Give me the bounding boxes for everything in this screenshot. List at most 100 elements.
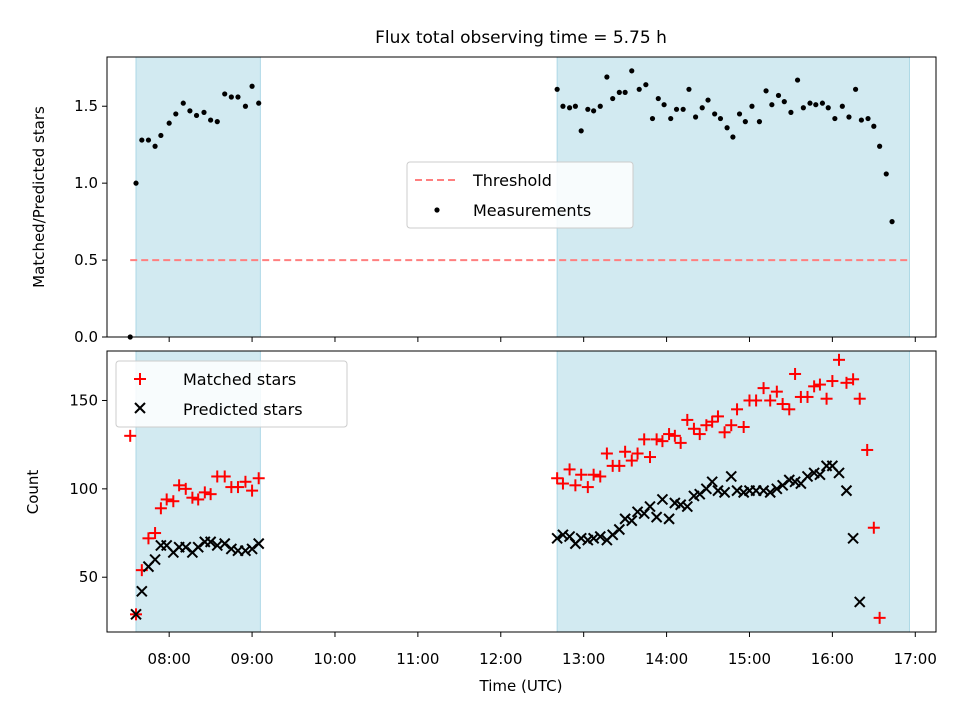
- predicted-star-point: [644, 500, 656, 513]
- matched-star-point: [737, 420, 750, 433]
- matched-star-point: [239, 475, 252, 488]
- matched-star-point: [631, 447, 644, 460]
- measurement-point: [187, 108, 193, 114]
- measurement-point: [578, 128, 584, 134]
- matched-star-point: [776, 398, 789, 411]
- measurement-point: [585, 106, 591, 112]
- measurement-point: [668, 115, 674, 122]
- predicted-star-point: [771, 483, 783, 495]
- predicted-star-point: [712, 484, 724, 497]
- predicted-star-point: [613, 523, 626, 536]
- measurement-point: [629, 68, 635, 74]
- matched-star-point: [252, 472, 265, 485]
- x-tick-label: 08:00: [148, 650, 191, 668]
- measurement-point: [610, 95, 616, 102]
- legend-threshold-label: Threshold: [472, 171, 552, 190]
- matched-star-point: [192, 493, 205, 506]
- measurement-point: [604, 74, 610, 80]
- predicted-star-point: [619, 513, 631, 525]
- matched-star-point: [853, 392, 866, 405]
- matched-star-point: [179, 482, 192, 495]
- bottom-axes-frame: [106, 350, 937, 633]
- x-tick-label: 13:00: [562, 650, 605, 668]
- predicted-star-point: [854, 596, 866, 608]
- matched-star-point: [231, 481, 244, 494]
- matched-star-point: [124, 429, 137, 442]
- measurement-point: [813, 102, 819, 108]
- matched-star-point: [638, 433, 651, 446]
- predicted-star-point: [731, 484, 743, 497]
- bottom-legend: Matched stars Predicted stars: [115, 360, 348, 428]
- matched-star-point: [840, 376, 853, 389]
- x-tick-label: 11:00: [396, 650, 439, 668]
- matched-star-point: [142, 532, 155, 545]
- top-y-tick-label: 1.5: [74, 97, 98, 115]
- measurement-point: [749, 103, 755, 109]
- observing-window-2: [556, 350, 910, 633]
- predicted-star-point: [631, 506, 644, 518]
- predicted-star-point: [814, 469, 826, 481]
- predicted-star-point: [674, 499, 687, 511]
- predicted-star-point: [840, 484, 853, 497]
- measurement-point: [781, 99, 787, 105]
- predicted-star-point: [239, 544, 252, 557]
- measurement-point: [152, 143, 158, 149]
- measurement-point: [889, 219, 895, 225]
- measurement-point: [686, 86, 692, 92]
- x-tick-label: 09:00: [230, 650, 273, 668]
- measurement-point: [692, 114, 699, 120]
- measurement-point: [256, 100, 262, 106]
- measurement-point: [730, 134, 736, 140]
- matched-star-point: [783, 403, 796, 416]
- matched-star-point: [764, 394, 777, 407]
- measurement-point: [858, 117, 864, 123]
- measurement-point: [242, 103, 249, 109]
- measurement-point: [180, 100, 186, 106]
- measurement-point: [636, 86, 642, 92]
- predicted-star-point: [833, 467, 845, 479]
- measurement-point: [763, 88, 769, 94]
- measurement-point: [222, 91, 228, 97]
- matched-star-point: [563, 463, 576, 476]
- observing-window-1: [135, 56, 261, 338]
- bottom-y-tick-label: 100: [69, 480, 98, 498]
- measurement-point: [622, 89, 628, 95]
- top-y-axis-label: Matched/Predicted stars: [30, 106, 48, 288]
- matched-star-point: [770, 385, 783, 398]
- measurement-point: [807, 100, 813, 106]
- predicted-star-point: [575, 532, 587, 545]
- measurement-point: [839, 103, 845, 109]
- predicted-star-point: [626, 514, 638, 527]
- predicted-star-point: [764, 486, 776, 499]
- measurement-point: [788, 109, 794, 115]
- measurement-point: [649, 115, 656, 122]
- predicted-star-point: [757, 484, 770, 497]
- matched-star-point: [613, 459, 626, 472]
- legend-predicted-label: Predicted stars: [183, 400, 303, 419]
- matched-star-point: [587, 468, 600, 481]
- measurement-point: [214, 119, 220, 125]
- matched-star-point: [693, 428, 706, 441]
- measurement-point: [145, 137, 152, 143]
- x-tick-label: 12:00: [479, 650, 522, 668]
- predicted-star-point: [718, 486, 731, 499]
- measurement-point: [832, 115, 838, 122]
- measurement-point: [591, 108, 597, 114]
- matched-star-point: [663, 428, 676, 441]
- matched-star-point: [149, 527, 162, 540]
- matched-star-point: [681, 413, 694, 426]
- matched-star-point: [186, 491, 199, 504]
- measurement-point: [846, 114, 852, 120]
- measurement-point: [800, 105, 806, 111]
- measurement-point: [673, 106, 680, 112]
- matched-star-point: [711, 410, 724, 423]
- matched-star-point: [204, 488, 217, 501]
- matched-star-point: [581, 481, 594, 494]
- matched-star-point: [656, 435, 669, 448]
- top-y-tick-label: 1.0: [74, 174, 98, 192]
- legend-matched-label: Matched stars: [183, 370, 296, 389]
- matched-star-point: [833, 353, 846, 366]
- matched-star-point: [625, 454, 638, 467]
- matched-star-point: [160, 493, 173, 506]
